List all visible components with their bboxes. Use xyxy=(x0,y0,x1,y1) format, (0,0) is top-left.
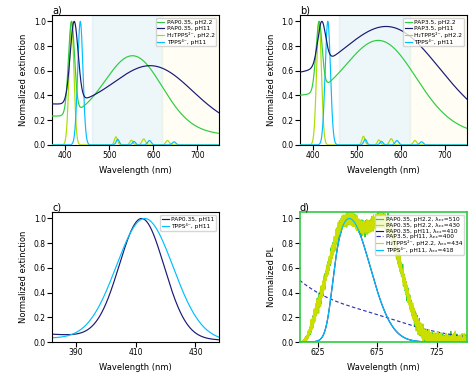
Bar xyxy=(92,15,162,145)
Y-axis label: Normalized extinction: Normalized extinction xyxy=(267,34,276,126)
Text: a): a) xyxy=(52,5,62,15)
Bar xyxy=(162,15,219,145)
Legend: PAP0.35, pH2.2, PAP0.35, pH11, H₂TPPS²⁻, pH2.2, TPPS⁴⁻, pH11: PAP0.35, pH2.2, PAP0.35, pH11, H₂TPPS²⁻,… xyxy=(155,18,217,46)
Text: b): b) xyxy=(300,5,310,15)
X-axis label: Wavelength (nm): Wavelength (nm) xyxy=(100,363,172,372)
X-axis label: Wavelength (nm): Wavelength (nm) xyxy=(347,363,419,372)
Legend: PAP0.35, pH2.2, λₑₓ=510, PAP0.35, pH2.2, λₑₓ=430, PAP0.35, pH11, λₑₓ=410, PAP3.5: PAP0.35, pH2.2, λₑₓ=510, PAP0.35, pH2.2,… xyxy=(374,215,464,255)
Legend: PAP0.35, pH11, TPPS⁴⁻, pH11: PAP0.35, pH11, TPPS⁴⁻, pH11 xyxy=(160,215,217,231)
X-axis label: Wavelength (nm): Wavelength (nm) xyxy=(347,166,419,175)
Y-axis label: Normalized extinction: Normalized extinction xyxy=(19,231,28,323)
Bar xyxy=(339,15,410,145)
Legend: PAP3.5, pH2.2, PAP3.5, pH11, H₂TPPS²⁻, pH2.2, TPPS⁴⁻, pH11: PAP3.5, pH2.2, PAP3.5, pH11, H₂TPPS²⁻, p… xyxy=(403,18,464,46)
Y-axis label: Normalized PL: Normalized PL xyxy=(267,247,276,307)
X-axis label: Wavelength (nm): Wavelength (nm) xyxy=(100,166,172,175)
Y-axis label: Normalized extinction: Normalized extinction xyxy=(19,34,28,126)
Text: c): c) xyxy=(52,202,61,212)
Bar xyxy=(410,15,467,145)
Text: d): d) xyxy=(300,202,310,212)
